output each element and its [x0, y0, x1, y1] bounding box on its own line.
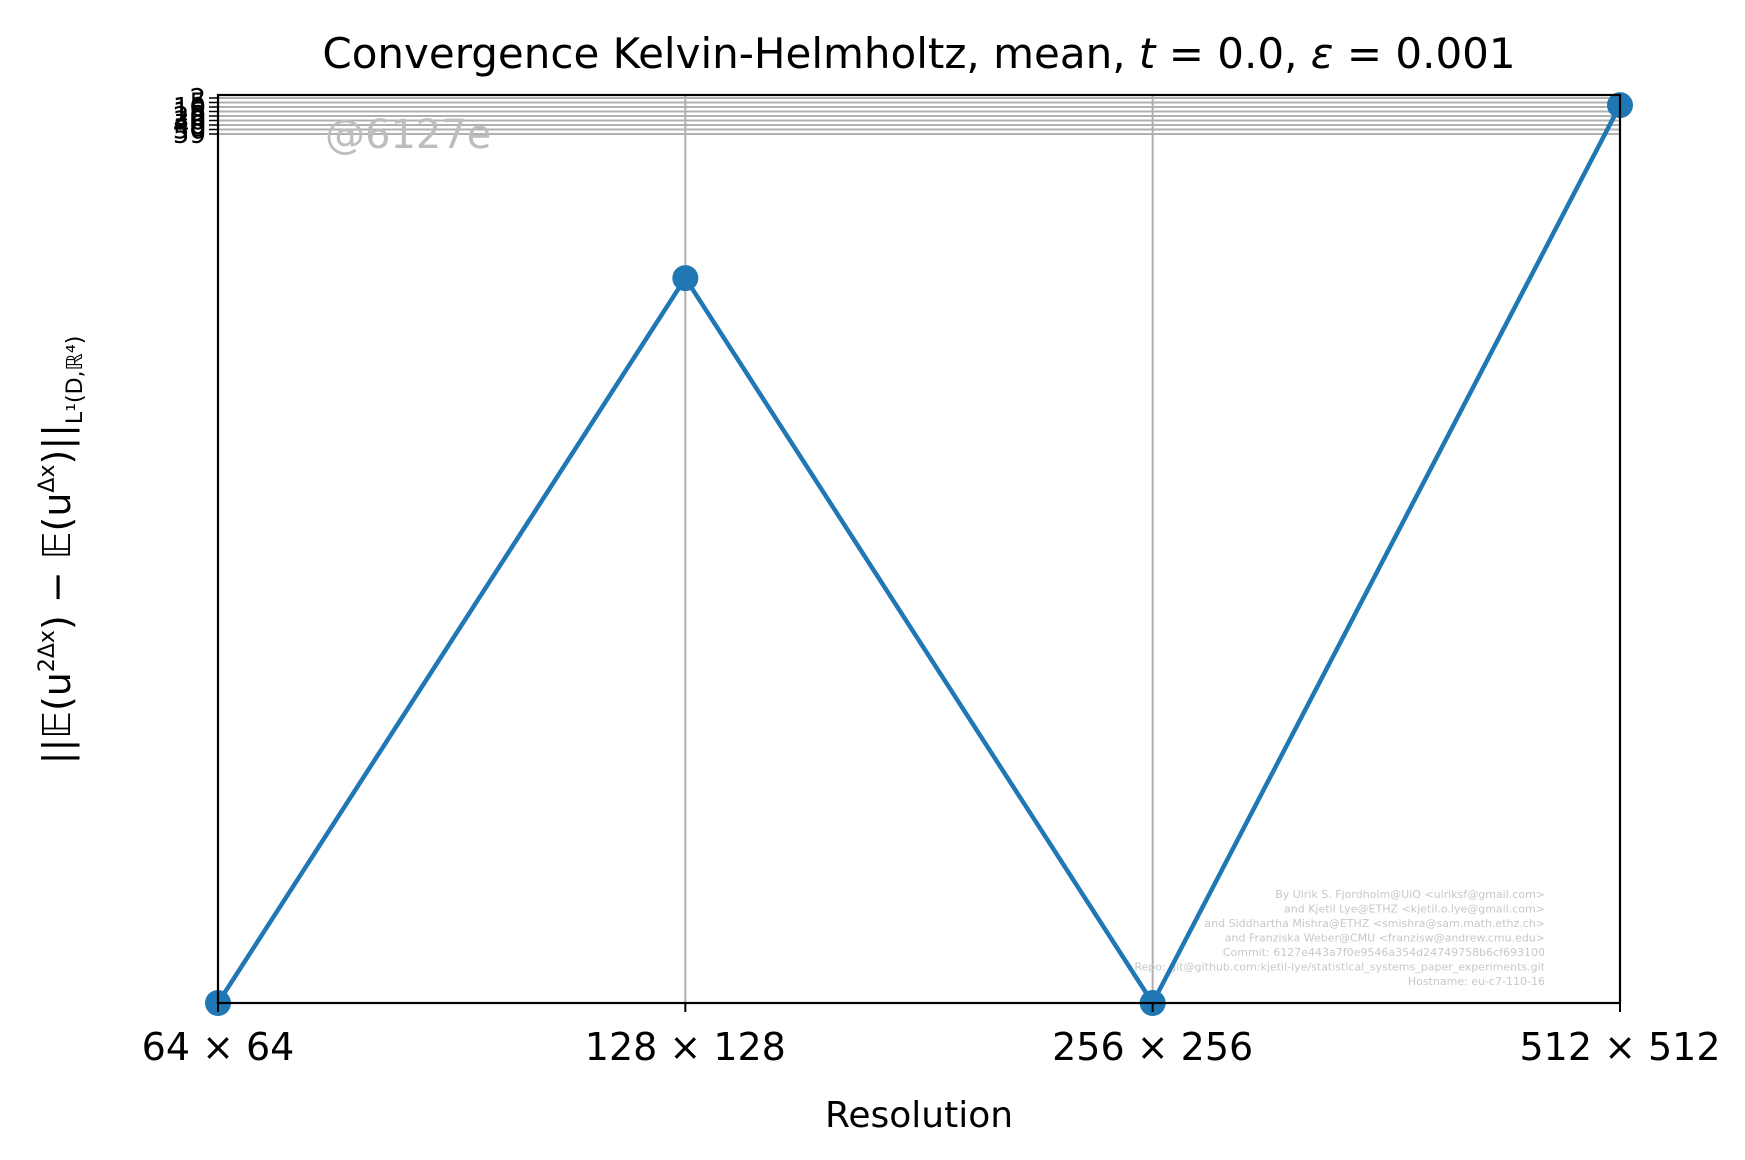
- y-tick-label: 2: [189, 84, 206, 114]
- y-tick-label: 59: [173, 120, 206, 150]
- x-tick-label: 256 × 256: [1052, 1025, 1253, 1069]
- y-tick-label: 10: [173, 93, 206, 123]
- x-axis: 64 × 64 128 × 128 256 × 256 512 × 512: [142, 1003, 1721, 1069]
- x-axis-label: Resolution: [825, 1095, 1013, 1136]
- y-axis-label-group: ||𝔼(u2Δx) − 𝔼(uΔx)||L¹(D,ℝ⁴): [35, 336, 88, 765]
- y-tick-label: 20: [173, 102, 206, 132]
- x-tick-label: 512 × 512: [1519, 1025, 1720, 1069]
- credit-line: Repo: git@github.com:kjetil-lye/statisti…: [1134, 961, 1545, 974]
- credit-line: and Franziska Weber@CMU <franzisw@andrew…: [1225, 932, 1545, 945]
- plot-frame: [216, 93, 1622, 1005]
- chart-title: Convergence Kelvin-Helmholtz, mean, t = …: [322, 29, 1515, 78]
- grid-layer: [217, 95, 1621, 1003]
- y-tick-label: 30: [173, 107, 206, 137]
- y-tick-label: 15: [173, 98, 206, 128]
- credit-line: and Siddhartha Mishra@ETHZ <smishra@sam.…: [1204, 917, 1545, 930]
- y-tick-label: 5: [189, 89, 206, 119]
- series-line: [216, 104, 1622, 1006]
- credit-line: Commit: 6127e443a7f0e9546a354d24749758b6…: [1223, 946, 1545, 959]
- data-point: [672, 265, 699, 292]
- credit-line: and Kjetil Lye@ETHZ <kjetil.o.lye@gmail.…: [1284, 903, 1545, 916]
- series-layer: [205, 92, 1633, 1016]
- x-tick-label: 64 × 64: [142, 1025, 295, 1069]
- credit-line: Hostname: eu-c7-110-16: [1408, 975, 1545, 988]
- credits-block: By Ulrik S. Fjordholm@UiO <ulriksf@gmail…: [1134, 888, 1545, 988]
- y-tick-label: 40: [173, 111, 206, 141]
- y-tick-label: 50: [173, 116, 206, 146]
- watermark-text: @6127e: [325, 112, 491, 158]
- x-tick-label: 128 × 128: [585, 1025, 786, 1069]
- credit-line: By Ulrik S. Fjordholm@UiO <ulriksf@gmail…: [1275, 888, 1545, 901]
- y-axis-label: ||𝔼(u2Δx) − 𝔼(uΔx)||L¹(D,ℝ⁴): [35, 336, 88, 765]
